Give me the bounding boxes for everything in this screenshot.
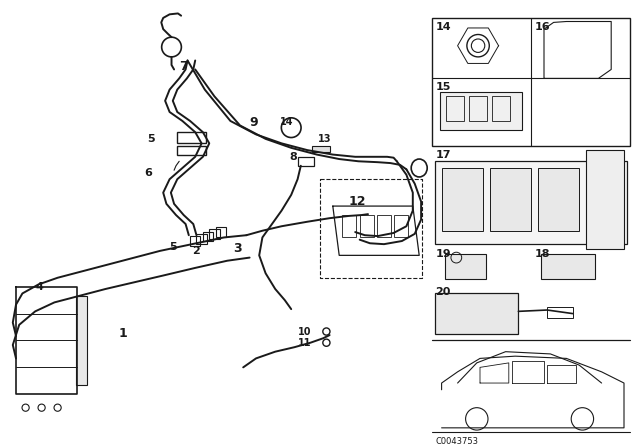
Bar — [586, 150, 624, 249]
Bar — [177, 132, 206, 143]
Text: 2: 2 — [192, 246, 200, 256]
Bar — [435, 293, 518, 334]
Text: 17: 17 — [435, 150, 451, 160]
Bar — [360, 215, 374, 237]
Bar — [490, 168, 531, 231]
Bar — [76, 296, 87, 385]
Bar — [298, 157, 314, 166]
Text: 7: 7 — [179, 60, 188, 73]
Bar — [377, 215, 391, 237]
Bar — [177, 146, 206, 155]
Text: 9: 9 — [250, 116, 258, 129]
Bar — [394, 215, 408, 237]
Text: 20: 20 — [435, 287, 451, 297]
Bar — [435, 161, 627, 244]
Bar — [445, 254, 486, 279]
Text: 12: 12 — [349, 195, 366, 208]
Text: 1: 1 — [118, 327, 127, 340]
Bar — [342, 215, 356, 237]
Text: 16: 16 — [534, 22, 550, 31]
Bar — [492, 96, 510, 121]
Bar — [442, 168, 483, 231]
Bar — [209, 229, 220, 239]
Bar — [190, 236, 200, 246]
Text: 5: 5 — [170, 242, 177, 252]
Bar — [446, 96, 464, 121]
Text: 14: 14 — [435, 22, 451, 31]
Text: 3: 3 — [234, 242, 242, 255]
Bar — [312, 146, 330, 152]
Text: 11: 11 — [298, 338, 311, 348]
Bar — [547, 307, 573, 318]
Bar — [541, 254, 595, 279]
Bar — [203, 232, 213, 241]
Text: 6: 6 — [144, 168, 152, 178]
Text: 15: 15 — [435, 82, 451, 92]
Text: 4: 4 — [35, 282, 43, 292]
Text: 18: 18 — [534, 249, 550, 258]
Bar — [216, 227, 226, 237]
Text: 8: 8 — [289, 152, 297, 162]
Bar — [196, 234, 207, 244]
Text: C0043753: C0043753 — [435, 437, 478, 446]
Text: 13: 13 — [318, 134, 332, 144]
Bar — [440, 92, 522, 130]
Text: 5: 5 — [147, 134, 155, 144]
Text: 10: 10 — [298, 327, 311, 337]
Bar — [538, 168, 579, 231]
Text: 14: 14 — [280, 117, 294, 127]
Text: 19: 19 — [435, 249, 451, 258]
Bar — [432, 18, 630, 146]
Bar — [469, 96, 487, 121]
